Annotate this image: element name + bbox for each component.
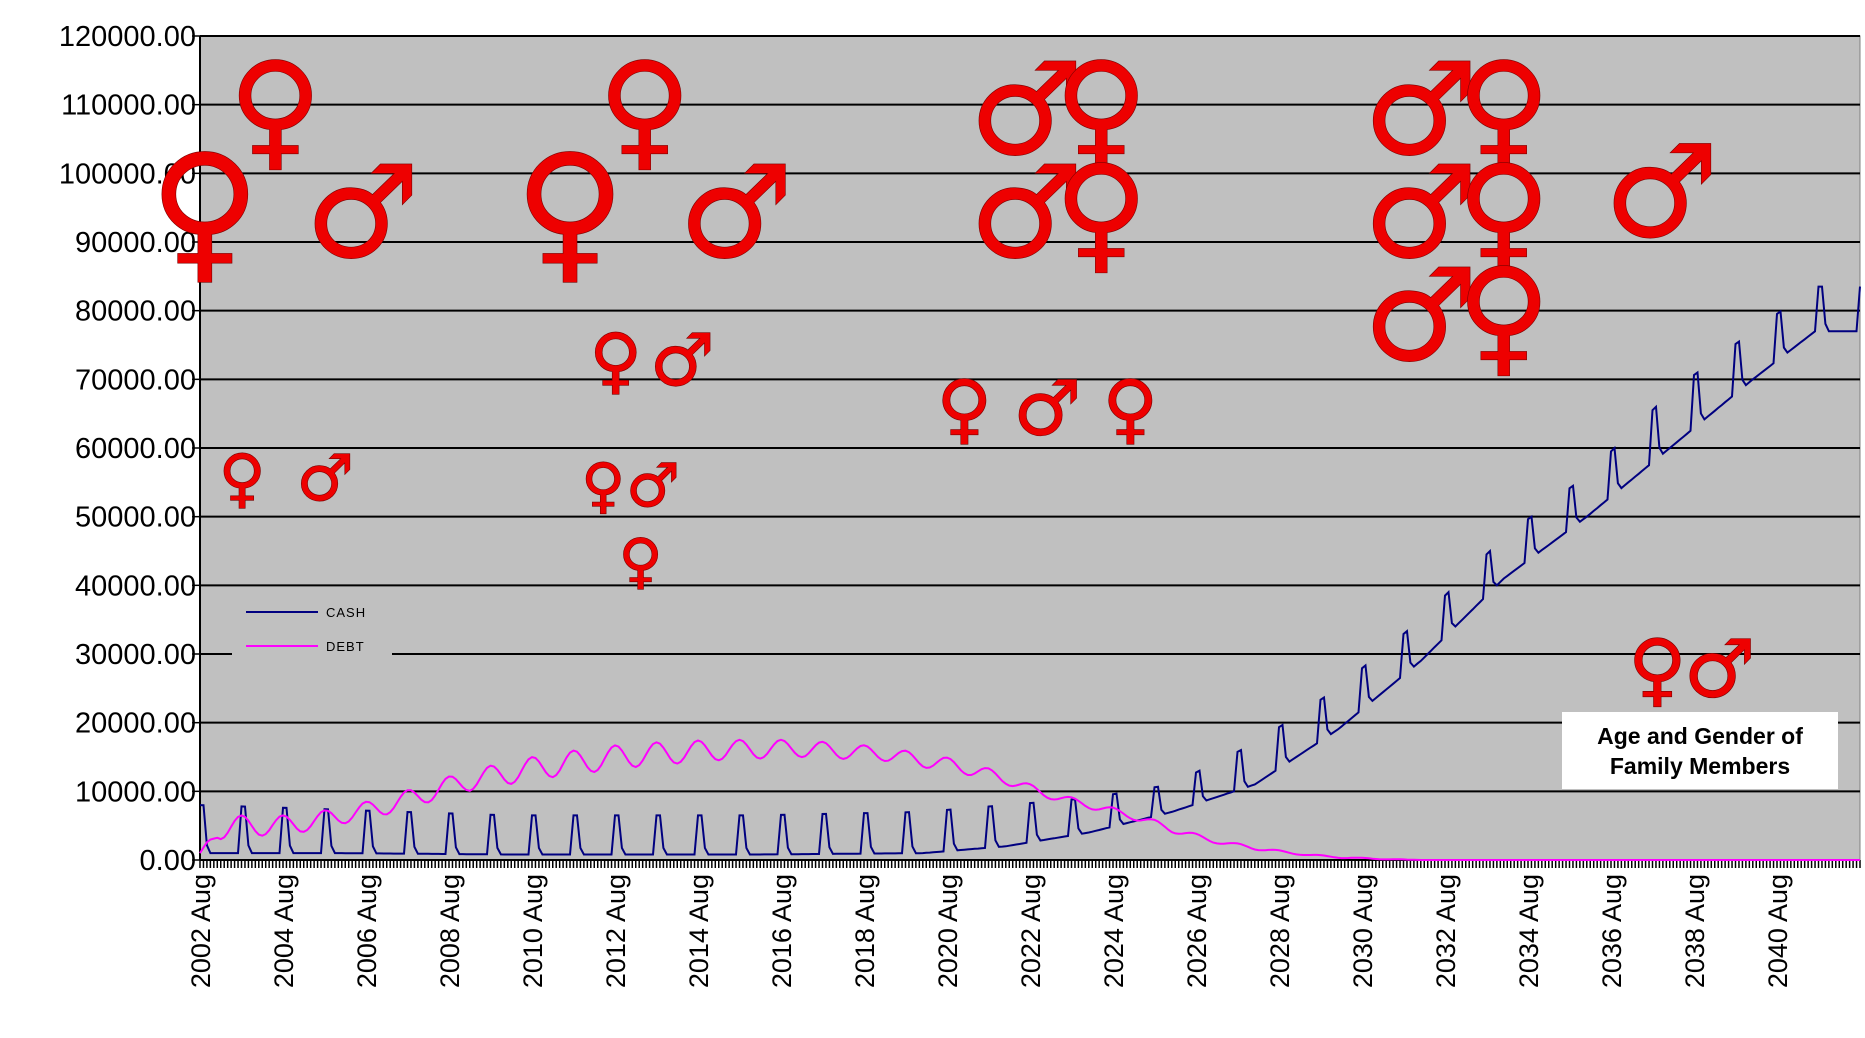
x-tick-label: 2038 Aug [1680, 874, 1710, 988]
male-symbol: ♂ [626, 451, 680, 521]
legend: CASH DEBT [232, 590, 392, 670]
male-symbol: ♂ [1684, 623, 1756, 716]
male-symbol: ♂ [1363, 242, 1478, 391]
annotation-line-2: Family Members [1609, 752, 1791, 779]
female-symbol: ♀ [598, 36, 692, 185]
x-tick-label: 2020 Aug [933, 874, 963, 988]
y-tick-label: 80000.00 [75, 296, 196, 328]
female-symbol: ♀ [1054, 36, 1148, 185]
female-symbol: ♀ [1457, 242, 1551, 391]
male-symbol: ♂ [650, 318, 715, 402]
x-tick-label: 2018 Aug [850, 874, 880, 988]
female-symbol: ♀ [1628, 623, 1687, 716]
legend-background [232, 590, 392, 670]
x-tick-label: 2016 Aug [767, 874, 797, 988]
female-symbol: ♀ [1457, 139, 1551, 288]
legend-label-cash: CASH [326, 605, 366, 620]
female-symbol: ♀ [1457, 36, 1551, 185]
x-tick-label: 2024 Aug [1099, 874, 1129, 988]
female-symbol: ♀ [581, 451, 625, 521]
y-tick-label: 110000.00 [61, 90, 196, 122]
gender-symbols: ♀♀♂♀ ♂♀♀♂♀ ♂♀ ♂♀♂♀♂♀♀ ♂ ♀♂♀♂♀♂♀♂♀♂ [149, 35, 1756, 716]
male-symbol: ♂ [1013, 364, 1081, 453]
series-lines [199, 285, 1861, 861]
x-tick-label: 2008 Aug [435, 874, 465, 988]
female-symbol: ♀ [619, 526, 663, 596]
male-symbol: ♂ [1363, 139, 1478, 288]
female-symbol: ♀ [514, 122, 625, 299]
male-symbol: ♂ [305, 139, 420, 288]
male-symbol: ♂ [969, 36, 1084, 185]
male-symbol: ♂ [1604, 118, 1719, 267]
x-tick-label: 2012 Aug [601, 874, 631, 988]
female-symbol: ♀ [1102, 364, 1158, 453]
female-symbol: ♀ [219, 442, 266, 516]
y-tick-label: 0.00 [140, 845, 196, 877]
series-line-cash [199, 285, 1861, 856]
x-tick-label: 2006 Aug [352, 874, 382, 988]
female-symbol: ♀ [229, 36, 323, 185]
annotation-box: Age and Gender of Family Members [1562, 712, 1838, 789]
x-tick-label: 2034 Aug [1514, 874, 1544, 988]
y-tick-label: 40000.00 [75, 570, 196, 602]
female-symbol: ♀ [589, 318, 642, 402]
y-tick-label: 120000.00 [59, 21, 196, 53]
x-tick-label: 2022 Aug [1016, 874, 1046, 988]
y-axis-ticks: 0.00 10000.00 20000.00 30000.00 40000.00 5000… [59, 21, 200, 877]
series-line-debt [199, 738, 1860, 861]
x-tick-label: 2026 Aug [1182, 874, 1212, 988]
x-tick-label: 2036 Aug [1597, 874, 1627, 988]
male-symbol: ♂ [679, 139, 794, 288]
x-tick-label: 2002 Aug [186, 874, 216, 988]
x-tick-label: 2010 Aug [518, 874, 548, 988]
y-tick-label: 10000.00 [75, 776, 196, 808]
annotation-line-1: Age and Gender of [1597, 722, 1803, 749]
y-tick-label: 90000.00 [75, 227, 196, 259]
y-tick-label: 50000.00 [75, 502, 196, 534]
x-tick-label: 2028 Aug [1265, 874, 1295, 988]
y-tick-label: 70000.00 [75, 364, 196, 396]
y-tick-label: 30000.00 [75, 639, 196, 671]
y-tick-label: 100000.00 [59, 158, 196, 190]
x-tick-label: 2032 Aug [1431, 874, 1461, 988]
x-tick-label: 2014 Aug [684, 874, 714, 988]
female-symbol: ♀ [1054, 139, 1148, 288]
y-tick-label: 20000.00 [75, 708, 196, 740]
legend-label-debt: DEBT [326, 639, 365, 654]
x-tick-label: 2030 Aug [1348, 874, 1378, 988]
male-symbol: ♂ [297, 442, 354, 516]
x-axis-ticks: 2002 Aug 2004 Aug 2006 Aug 2008 Aug 2010 Aug… [186, 860, 1861, 988]
x-tick-label: 2004 Aug [269, 874, 299, 988]
female-symbol: ♀ [936, 364, 992, 453]
male-symbol: ♂ [969, 139, 1084, 288]
male-symbol: ♂ [1363, 36, 1478, 185]
female-symbol: ♀ [149, 122, 260, 299]
y-tick-label: 60000.00 [75, 433, 196, 465]
x-tick-label: 2040 Aug [1763, 874, 1793, 988]
